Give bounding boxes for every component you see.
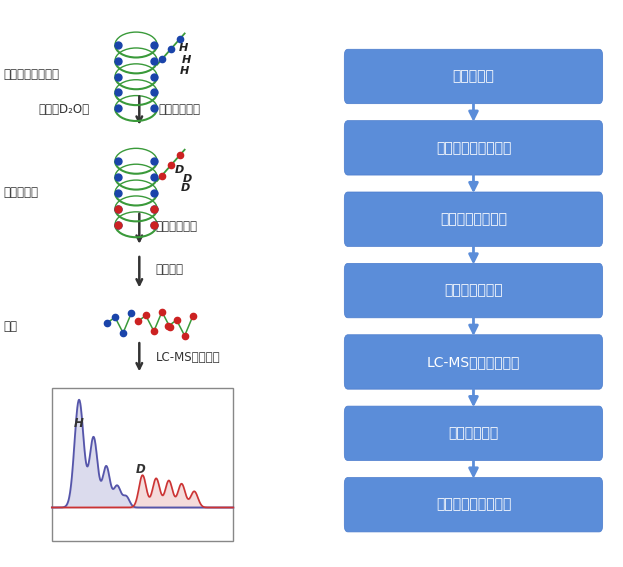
- FancyBboxPatch shape: [345, 192, 602, 247]
- FancyBboxPatch shape: [345, 49, 602, 104]
- FancyBboxPatch shape: [345, 406, 602, 460]
- FancyBboxPatch shape: [345, 477, 602, 532]
- Text: 终止氢氚交换反应: 终止氢氚交换反应: [440, 212, 507, 226]
- Text: 加入氘标缓冲液反应: 加入氘标缓冲液反应: [436, 141, 511, 155]
- Text: H: H: [182, 54, 191, 65]
- Text: 重水（D₂O）: 重水（D₂O）: [39, 104, 90, 116]
- FancyBboxPatch shape: [345, 121, 602, 175]
- Text: D: D: [181, 183, 190, 193]
- Text: 纯化蛋白（氢标）: 纯化蛋白（氢标）: [3, 69, 59, 81]
- FancyBboxPatch shape: [52, 388, 233, 541]
- Text: 肽段: 肽段: [3, 320, 17, 332]
- Text: H: H: [178, 43, 188, 53]
- Text: LC-MS质谱分析: LC-MS质谱分析: [156, 351, 220, 363]
- Text: 纯化蛋白质: 纯化蛋白质: [452, 70, 495, 83]
- Text: H: H: [74, 417, 83, 430]
- Text: LC-MS液质串联检测: LC-MS液质串联检测: [427, 355, 520, 369]
- Text: 终止氢氘交换: 终止氢氘交换: [156, 220, 197, 232]
- Text: 蛋白酶切: 蛋白酶切: [156, 263, 184, 276]
- Text: 蛋白表位、功能分析: 蛋白表位、功能分析: [436, 498, 511, 511]
- Text: 蛋白还原、酶切: 蛋白还原、酶切: [444, 284, 503, 298]
- Text: 质谱数据分析: 质谱数据分析: [449, 426, 498, 441]
- Text: D: D: [183, 174, 192, 184]
- Text: D: D: [175, 165, 184, 175]
- Text: H: H: [180, 66, 189, 76]
- FancyBboxPatch shape: [345, 335, 602, 389]
- Text: 氢氘标蛋白: 氢氘标蛋白: [3, 187, 38, 199]
- Text: D: D: [135, 463, 145, 476]
- FancyBboxPatch shape: [345, 263, 602, 318]
- Text: 氢氘原子交换: 氢氘原子交换: [159, 104, 201, 116]
